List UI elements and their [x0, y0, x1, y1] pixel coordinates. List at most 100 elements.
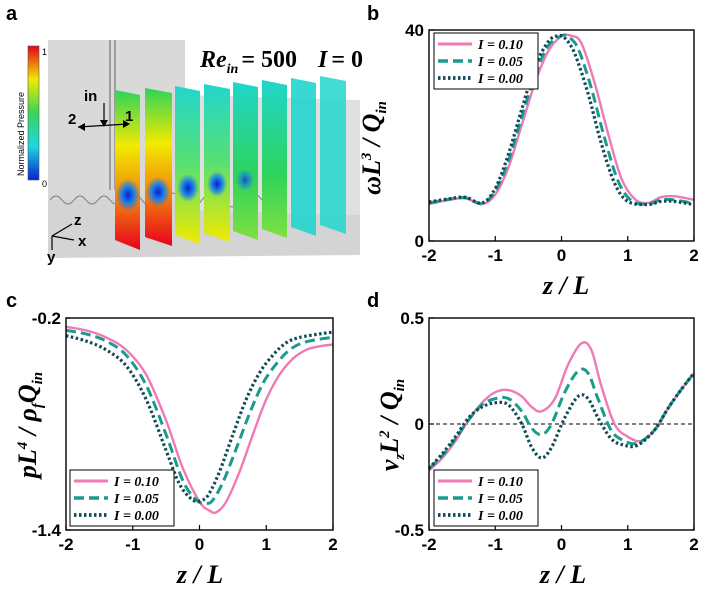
x-tick-label: -2: [58, 535, 73, 554]
panel-label-d: d: [367, 290, 379, 312]
panel-label-b: b: [367, 3, 379, 25]
legend-label: I = 0.10: [477, 38, 523, 53]
x-tick-label: 0: [557, 535, 566, 554]
x-tick-label: -1: [488, 246, 503, 265]
panel-label-a: a: [6, 3, 18, 25]
panel-d-plot-frame: [428, 317, 695, 531]
panel-b-vorticity-chart: b -2 -1 0 1 2 0 40 I = 0.10 I = 0.05 I = 0.00 ωL…: [357, 3, 699, 300]
colorbar: [27, 45, 40, 181]
i-value: = 0: [331, 47, 363, 73]
colorbar-title: Normalized Pressure: [16, 92, 26, 176]
panel-b-plot-frame: [428, 29, 695, 242]
i-symbol: I: [317, 47, 329, 73]
pressure-slice-4: [204, 84, 230, 242]
vortex-core-4: [207, 171, 227, 197]
x-tick-label: 2: [689, 535, 698, 554]
panel-c-tick-labels: -2 -1 0 1 2 -1.4 -0.2: [32, 309, 338, 554]
reynolds-header: Rein = 500: [199, 47, 297, 77]
x-tick-label: 2: [689, 246, 698, 265]
series-line-solid: [65, 325, 334, 515]
y-tick-label: 0: [415, 232, 424, 251]
panel-c-ylabel: pL4 / ρfQin: [13, 372, 46, 480]
x-tick-label: -2: [421, 246, 436, 265]
legend-label: I = 0.10: [477, 475, 523, 490]
series-line-dotted: [428, 33, 695, 207]
x-tick-label: 1: [262, 535, 271, 554]
axis-x-label: x: [78, 233, 87, 250]
legend-box: [433, 32, 539, 90]
pressure-slices: [115, 76, 346, 250]
y-tick-label: -1.4: [32, 521, 62, 540]
series-line-dotted: [65, 330, 334, 504]
outlet-2-label: 2: [68, 111, 76, 128]
series-line-dashed: [65, 328, 334, 506]
panel-c-series: [65, 325, 334, 515]
colorbar-min-label: 0: [42, 179, 47, 189]
inlet-label: in: [84, 88, 97, 105]
panel-d-legend: I = 0.10 I = 0.05 I = 0.00: [433, 469, 539, 527]
x-tick-label: -2: [421, 535, 436, 554]
x-tick-label: 0: [195, 535, 204, 554]
vortex-core-2: [146, 177, 170, 207]
pressure-slice-7: [291, 78, 316, 236]
legend-label: I = 0.00: [477, 509, 523, 524]
legend-label: I = 0.00: [113, 509, 159, 524]
vortex-core-5: [236, 169, 254, 191]
legend-label: I = 0.00: [477, 72, 523, 87]
x-tick-label: -1: [488, 535, 503, 554]
panel-c-xlabel: z / L: [176, 560, 223, 589]
legend-label: I = 0.05: [113, 492, 159, 507]
y-tick-label: 0.5: [400, 309, 424, 328]
outlet-arrow-line: [77, 123, 129, 128]
intensity-header: I = 0: [317, 47, 363, 73]
outlet-arrowhead-2: [78, 123, 85, 131]
x-tick-label: 2: [328, 535, 337, 554]
pressure-slice-2: [145, 88, 172, 246]
vortex-core-1: [116, 179, 140, 211]
panel-b-series: [428, 33, 695, 207]
panel-d-velocity-chart: d -2 -1 0 1 2-0.500.5 I = 0.10I = 0.05I = 0.…: [367, 290, 699, 589]
series-line-solid: [428, 341, 695, 472]
pressure-slice-5: [233, 82, 258, 240]
colorbar-max-label: 1: [42, 47, 47, 57]
panel-d-xlabel: z / L: [539, 560, 586, 589]
re-subscript: in: [227, 62, 239, 77]
vortex-core-3: [177, 174, 199, 202]
legend-box: [433, 469, 539, 527]
axis-y-label: y: [47, 249, 56, 266]
panel-d-series: [427, 341, 696, 472]
panel-b-legend: I = 0.10 I = 0.05 I = 0.00: [433, 32, 539, 90]
re-value: = 500: [241, 47, 297, 73]
legend-box: [69, 469, 175, 527]
pressure-slice-8: [320, 76, 346, 234]
x-tick-label: 1: [623, 535, 632, 554]
panel-label-c: c: [6, 290, 17, 312]
outlet-arrowhead-1: [123, 120, 130, 128]
pressure-slice-6: [262, 80, 287, 238]
x-axis-line: [51, 235, 75, 241]
panel-d-ylabel: vzL2 / Qin: [375, 379, 408, 471]
x-tick-label: 0: [557, 246, 566, 265]
legend-label: I = 0.10: [113, 475, 159, 490]
y-tick-label: -0.5: [395, 521, 424, 540]
z-axis-line: [51, 223, 73, 237]
outlet-1-label: 1: [125, 108, 133, 125]
pressure-slice-3: [175, 86, 200, 244]
legend-label: I = 0.05: [477, 55, 523, 70]
panel-a-illustration: a 1 0 Normalized Pressure: [6, 3, 363, 266]
y-tick-label: 0: [415, 415, 424, 434]
panel-c-plot-frame: [65, 317, 334, 531]
legend-label: I = 0.05: [477, 492, 523, 507]
inlet-arrowhead: [100, 120, 108, 127]
panel-c-pressure-chart: c -2 -1 0 1 2 -1.4 -0.2 I = 0.10 I = 0.05 I = 0.…: [6, 290, 338, 589]
series-line-dashed: [427, 367, 696, 470]
pressure-slice-1: [115, 90, 140, 250]
y-tick-label: -0.2: [32, 309, 61, 328]
panel-b-ylabel: ωL3 / Qin: [357, 101, 390, 195]
series-line-dashed: [428, 33, 695, 206]
panel-d-tick-labels: -2 -1 0 1 2 -0.5 0 0.5: [395, 309, 699, 554]
panel-b-xlabel: z / L: [542, 271, 589, 300]
x-tick-label: -1: [125, 535, 140, 554]
re-symbol: Re: [199, 47, 227, 73]
